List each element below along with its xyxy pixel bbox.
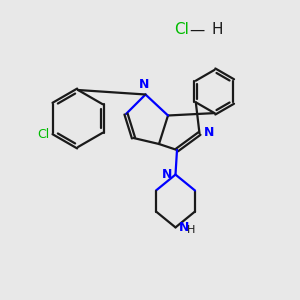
Text: —: — <box>189 22 204 38</box>
Text: Cl: Cl <box>38 128 50 141</box>
Text: N: N <box>179 221 190 234</box>
Text: Cl: Cl <box>174 22 189 38</box>
Text: H: H <box>212 22 223 38</box>
Text: N: N <box>203 125 214 139</box>
Text: N: N <box>161 168 172 181</box>
Text: N: N <box>139 78 149 91</box>
Text: H: H <box>187 225 195 236</box>
